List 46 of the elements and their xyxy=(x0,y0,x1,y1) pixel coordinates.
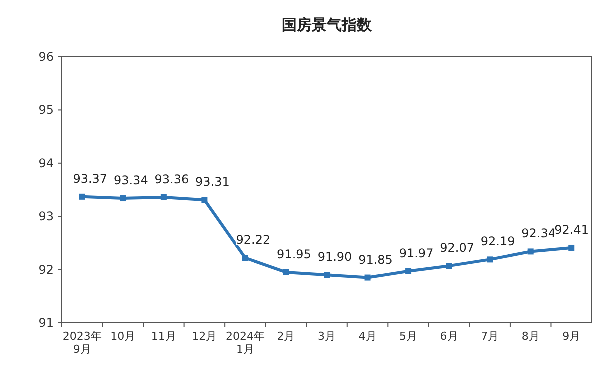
point xyxy=(79,194,86,200)
point xyxy=(202,197,208,204)
x-tick-label: 5月 xyxy=(400,330,418,343)
text: 93.36 xyxy=(154,172,190,186)
point xyxy=(406,268,412,274)
y-tick-label: 92 xyxy=(38,262,54,277)
point xyxy=(120,196,126,202)
x-tick-label: 2月 xyxy=(277,330,296,343)
y-tick-label: 96 xyxy=(38,50,54,64)
x-tick-label: 8月 xyxy=(522,330,540,343)
text: 91.90 xyxy=(318,250,352,264)
point xyxy=(242,255,248,262)
x-tick-label: 3月 xyxy=(318,330,336,343)
text: 93.37 xyxy=(73,172,108,186)
text: 93.34 xyxy=(114,174,148,188)
x-tick-label: 2023年 9月 xyxy=(62,330,102,356)
y-tick-label: 93 xyxy=(38,210,54,224)
point xyxy=(446,263,452,270)
text: 91.95 xyxy=(277,247,312,262)
text: 92.34 xyxy=(522,226,556,241)
text: 91.97 xyxy=(399,246,434,260)
y-tick-label: 94 xyxy=(38,156,54,170)
point xyxy=(487,256,494,263)
text: 92.22 xyxy=(236,233,271,248)
x-tick-label: 4月 xyxy=(358,330,377,343)
point xyxy=(283,269,290,276)
x-tick-label: 6月 xyxy=(440,330,458,343)
x-tick-label: 11月 xyxy=(151,330,176,343)
text: 92.41 xyxy=(554,222,589,237)
x-tick-label: 9月 xyxy=(562,330,581,343)
point xyxy=(364,274,371,281)
x-tick-label: 7月 xyxy=(481,330,500,343)
chart-title: 国房景气指数 xyxy=(282,16,373,34)
x-tick-label: 10月 xyxy=(110,330,136,343)
point xyxy=(324,272,330,278)
point xyxy=(160,194,167,200)
text: 93.31 xyxy=(196,175,230,190)
point xyxy=(568,244,575,251)
x-tick-label: 12月 xyxy=(192,330,218,343)
text: 92.07 xyxy=(440,241,474,256)
text: 91.85 xyxy=(358,252,393,267)
point xyxy=(528,248,534,255)
x-tick-label: 2024年 1月 xyxy=(226,330,265,356)
y-tick-label: 91 xyxy=(38,316,54,330)
y-tick-label: 95 xyxy=(38,103,54,118)
text: 92.19 xyxy=(480,234,516,249)
